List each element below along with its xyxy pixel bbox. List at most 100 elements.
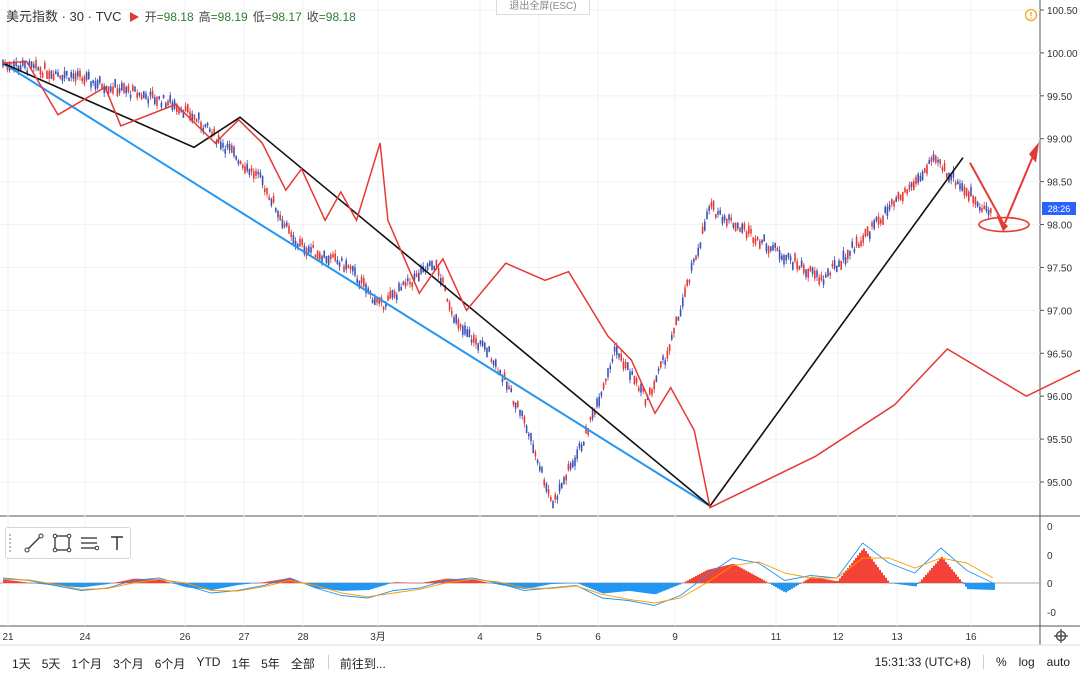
candle-body [886,206,889,217]
clock-time[interactable]: 15:31:33 (UTC+8) [874,655,971,669]
target-ellipse[interactable] [978,216,1030,233]
macd-hist-bar [97,583,99,586]
macd-hist-bar [25,582,27,583]
macd-hist-bar [681,583,683,584]
macd-hist-bar [683,582,685,583]
candle-body [706,211,708,220]
range-3m[interactable]: 3个月 [113,657,144,671]
open-value: =98.18 [156,10,194,24]
candle-body [418,273,420,282]
candle-body [734,222,737,232]
macd-hist-bar [119,581,121,583]
macd-hist-bar [947,564,949,583]
range-1d[interactable]: 1天 [12,657,31,671]
candle-body [642,387,644,392]
macd-hist-bar [621,583,623,592]
macd-hist-bar [865,551,867,583]
macd-hist-bar [367,583,369,591]
annotations[interactable] [969,142,1039,233]
blue-trendline[interactable] [2,62,711,507]
macd-hist-bar [541,583,543,586]
candle-body [708,206,710,211]
candle-body [627,362,629,370]
range-all[interactable]: 全部 [290,657,315,671]
candle-body [508,386,510,390]
macd-hist-bar [845,570,847,583]
range-ytd[interactable]: YTD [196,655,221,669]
candle-body [457,319,460,329]
macd-hist-bar [317,583,319,589]
up-arrow-line[interactable] [1004,148,1037,224]
exit-fullscreen-button[interactable]: 退出全屏(ESC) [496,0,590,15]
macd-hist-bar [63,583,65,587]
price-axis[interactable]: 95.00 95.50 96.00 96.50 97.00 97.50 98.00 98.50… [1040,6,1078,489]
range-6m[interactable]: 6个月 [154,657,186,671]
candle-body [354,267,356,276]
candle-body [165,102,167,108]
text-tool-icon[interactable] [104,530,130,556]
candle-body [189,111,191,121]
down-arrow-line[interactable] [969,162,1004,224]
auto-toggle[interactable]: auto [1046,655,1070,669]
candle-body [242,164,244,169]
macd-hist-bar [359,583,361,591]
candle-body [448,301,451,310]
macd-hist-bar [253,583,255,584]
macd-hist-bar [455,578,457,583]
macd-hist-bar [859,552,861,583]
candle-body [279,214,281,221]
alert-icon[interactable] [1024,8,1038,22]
candle-body [851,241,853,248]
macd-hist-bar [231,583,233,587]
drag-handle-icon[interactable] [9,534,19,552]
macd-hist-bar [403,582,405,583]
candle-body [514,402,517,409]
zigzag-line[interactable] [2,60,1080,509]
macd-hist-bar [369,583,371,590]
candle-body [299,238,301,247]
macd-hist-bar [647,583,649,594]
macd-hist-bar [469,579,471,583]
candle-body [763,234,765,242]
macd-hist-bar [471,579,473,583]
macd-hist-bar [857,555,859,583]
goto-button[interactable]: 前往到... [339,657,386,671]
candle-body [228,143,231,151]
candle-body [391,290,394,298]
time-axis[interactable]: 21 24 26 27 28 3月 4 5 6 9 11 12 13 16 [2,631,977,643]
settings-gear-icon[interactable] [1054,629,1068,643]
rectangle-tool-icon[interactable] [49,530,75,556]
black-trendline[interactable] [2,62,964,508]
log-toggle[interactable]: log [1018,655,1035,669]
close-value: =98.18 [318,10,356,24]
zigzag-group[interactable] [2,60,1080,509]
candle-body [677,316,680,321]
candle-body [882,215,884,225]
macd-hist-bar [937,561,939,583]
fib-tool-icon[interactable] [76,530,102,556]
macd-hist-bar [761,579,763,583]
macd-hist-bar [685,581,687,583]
macd-hist-bar [931,568,933,583]
macd-hist-bar [325,583,327,590]
flag-icon[interactable] [129,12,139,22]
candle-body [446,298,449,302]
range-5d[interactable]: 5天 [41,657,61,671]
macd-hist-bar [215,583,217,590]
candle-body [398,283,400,292]
range-1y[interactable]: 1年 [231,657,251,671]
range-5y[interactable]: 5年 [261,657,280,671]
macd-hist-bar [33,583,35,584]
range-1m[interactable]: 1个月 [71,657,103,671]
macd-hist-bar [513,583,515,588]
candle-body [125,87,127,94]
percent-toggle[interactable]: % [995,655,1007,669]
candle-body [589,416,592,420]
macd-hist-bar [5,579,7,583]
candle-body [596,398,598,407]
macd-hist-bar [111,583,113,584]
line-tool-icon[interactable] [21,530,47,556]
trendlines[interactable] [2,62,964,508]
macd-hist-bar [967,583,969,590]
